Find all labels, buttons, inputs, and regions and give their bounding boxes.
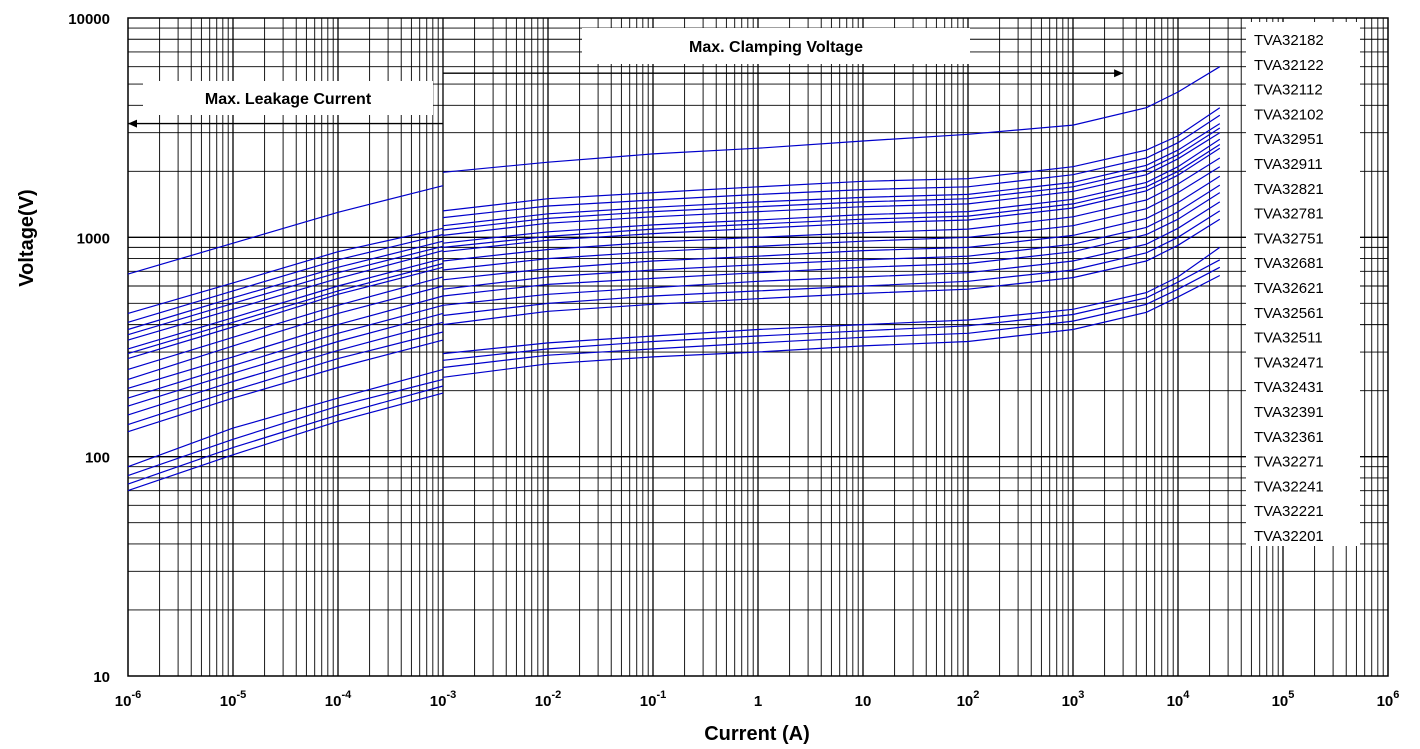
annotation-box [143,81,433,115]
series-line-clamping-TVA32511 [442,184,1221,290]
legend-entry: TVA32271 [1254,454,1324,471]
series-line-leakage-TVA32201 [127,392,444,492]
series-line-clamping-TVA32122 [442,107,1221,212]
x-tick-label: 10-3 [430,689,456,710]
series-line-clamping-TVA32621 [442,166,1221,271]
series-line-leakage-TVA32221 [127,385,444,485]
series-line-leakage-TVA32391 [127,331,444,426]
series-line-clamping-TVA32102 [442,123,1221,227]
series-line-leakage-TVA32751 [127,266,444,360]
x-tick-label: 10-4 [325,689,352,710]
series-line-leakage-TVA32431 [127,321,444,416]
x-tick-label: 10-5 [220,689,246,710]
series-line-leakage-TVA32561 [127,295,444,389]
series-line-leakage-TVA32681 [127,276,444,370]
series-line-leakage-TVA32471 [127,312,444,407]
series-line-clamping-TVA32681 [442,157,1221,262]
annotations: Max. Leakage Current Max. Clamping Voltag… [128,28,1124,128]
series-line-clamping-TVA32112 [442,114,1221,219]
legend-entry: TVA32112 [1254,82,1323,99]
legend-entry: TVA32471 [1254,354,1324,371]
series-line-leakage-TVA32911 [127,250,444,341]
legend-entry: TVA32511 [1254,330,1323,347]
series-line-leakage-TVA32182 [127,185,444,275]
series-line-leakage-TVA32781 [127,262,444,355]
annotation-label: Max. Clamping Voltage [689,39,863,56]
series-line-clamping-TVA32821 [442,138,1221,244]
legend-entry: TVA32821 [1254,181,1324,198]
legend-box [1246,22,1360,546]
legend-entry: TVA32241 [1254,478,1324,495]
series-line-clamping-TVA32271 [442,246,1221,355]
series-line-clamping-TVA32471 [442,192,1221,297]
annotation-arrowhead [128,119,137,128]
series-line-leakage-TVA32361 [127,339,444,433]
x-tick-label: 10-6 [115,689,141,710]
x-tick-label: 1 [754,693,762,710]
legend-entry: TVA32621 [1254,280,1324,297]
legend-entry: TVA32221 [1254,503,1324,520]
series-line-clamping-TVA32911 [442,132,1221,236]
series-line-clamping-TVA32561 [442,175,1221,281]
series-line-clamping-TVA32951 [442,127,1221,231]
x-axis-label: Current (A) [704,723,810,745]
annotation-box [582,28,970,64]
legend-entry: TVA32122 [1254,57,1324,74]
x-tick-label: 104 [1167,689,1191,710]
x-tick-label: 106 [1377,689,1400,710]
series-line-leakage-TVA32122 [127,227,444,314]
x-tick-label: 10-1 [640,689,666,710]
legend-entry: TVA32102 [1254,106,1324,123]
y-tick-label: 100 [85,450,110,467]
series-line-leakage-TVA32621 [127,285,444,380]
x-tick-label: 10-2 [535,689,561,710]
annotation-label: Max. Leakage Current [205,91,372,108]
series-line-leakage-TVA32271 [127,368,444,468]
series-line-leakage-TVA32951 [127,245,444,336]
legend-entry: TVA32361 [1254,429,1324,446]
legend-entry: TVA32182 [1254,32,1324,49]
series-line-clamping-TVA32361 [442,218,1221,326]
x-tick-label: 103 [1062,689,1085,710]
grid [127,17,1389,677]
series-line-clamping-TVA32201 [442,274,1221,378]
y-tick-label: 10 [93,669,110,686]
legend-entry: TVA32391 [1254,404,1324,421]
series-line-clamping-TVA32751 [442,147,1221,253]
legend-entry: TVA32911 [1254,156,1323,173]
series-line-clamping-TVA32182 [442,66,1221,173]
series-line-clamping-TVA32221 [442,266,1221,369]
series-line-leakage-TVA32241 [127,378,444,477]
series-line-leakage-TVA32821 [127,258,444,350]
series-line-clamping-TVA32431 [442,201,1221,306]
x-tick-label: 102 [957,689,980,710]
series-line-leakage-TVA32511 [127,304,444,399]
series-line-leakage-TVA32112 [127,233,444,323]
legend-entry: TVA32681 [1254,255,1324,272]
x-tick-label: 105 [1272,689,1295,710]
legend: TVA32182 TVA32122 TVA32112 TVA32102 TVA32951… [1246,22,1360,546]
series-line-leakage-TVA32102 [127,240,444,331]
legend-entry: TVA32431 [1254,379,1324,396]
legend-entry: TVA32951 [1254,131,1324,148]
series-line-clamping-TVA32391 [442,210,1221,317]
annotation-arrowhead [1114,69,1124,78]
series-line-clamping-TVA32781 [442,143,1221,248]
legend-entry: TVA32561 [1254,305,1324,322]
legend-entry: TVA32201 [1254,528,1324,545]
y-tick-label: 10000 [68,11,110,28]
y-tick-label: 1000 [77,230,110,247]
series-line-clamping-TVA32241 [442,259,1221,361]
series-lines [127,66,1221,492]
y-axis-label: Voltage(V) [16,189,38,286]
legend-entry: TVA32751 [1254,230,1324,247]
x-tick-label: 10 [855,693,872,710]
legend-entry: TVA32781 [1254,206,1324,223]
